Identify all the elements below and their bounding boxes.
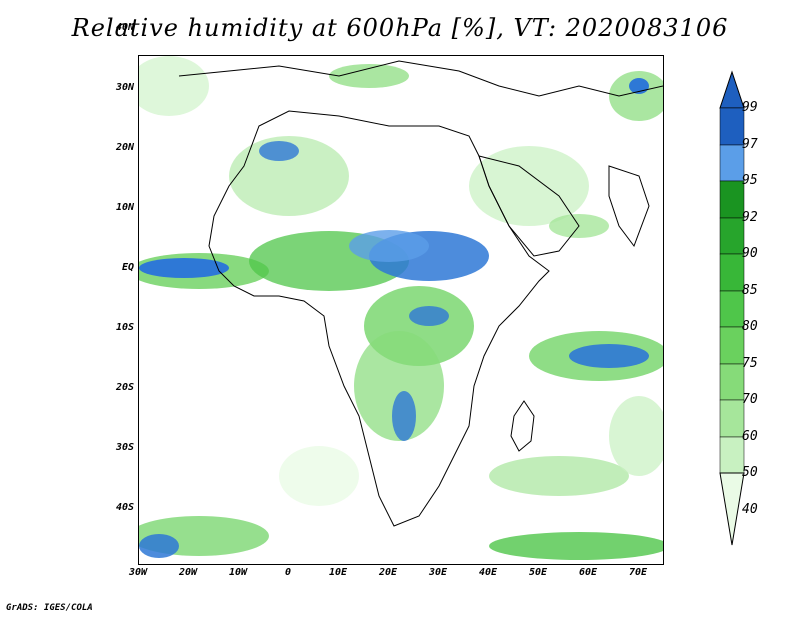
- lon-tick: 30W: [128, 567, 148, 578]
- colorbar-bin: [719, 436, 745, 474]
- africa-coastline: [208, 110, 550, 527]
- lon-tick: 10W: [228, 567, 248, 578]
- chart-title: Relative humidity at 600hPa [%], VT: 202…: [71, 14, 729, 42]
- colorbar-bin: [719, 107, 745, 146]
- madagascar-outline: [510, 400, 535, 452]
- colorbar-label: 60: [742, 429, 758, 444]
- lon-tick: 50E: [528, 567, 548, 578]
- lat-tick: 10N: [115, 202, 134, 213]
- colorbar-label: 80: [742, 319, 758, 334]
- colorbar-bin: [719, 290, 745, 328]
- lat-tick: 20S: [115, 382, 134, 393]
- lon-tick: 0: [284, 567, 292, 578]
- colorbar-label: 70: [742, 392, 758, 407]
- map-panel: [138, 55, 664, 565]
- colorbar-bin: [719, 363, 745, 401]
- colorbar-label: 40: [742, 502, 758, 517]
- humidity-map: [139, 56, 663, 560]
- colorbar-label: 90: [742, 246, 758, 261]
- credit-text: GrADS: IGES/COLA: [6, 603, 93, 613]
- lat-tick: 20N: [115, 142, 134, 153]
- lat-tick: 30N: [115, 82, 134, 93]
- europe-coast: [178, 60, 663, 97]
- lat-tick: EQ: [121, 262, 134, 273]
- colorbar-bottom-arrow: [719, 472, 745, 546]
- colorbar-bin: [719, 217, 745, 255]
- lon-tick: 70E: [628, 567, 648, 578]
- colorbar-label: 95: [742, 173, 758, 188]
- arabia-outline: [478, 155, 580, 257]
- colorbar-label: 75: [742, 356, 758, 371]
- lon-tick: 60E: [578, 567, 598, 578]
- lon-tick: 20W: [178, 567, 198, 578]
- colorbar-bin: [719, 326, 745, 365]
- lon-tick: 40E: [478, 567, 498, 578]
- lon-tick: 20E: [378, 567, 398, 578]
- lon-tick: 10E: [328, 567, 348, 578]
- colorbar-bin: [719, 399, 745, 438]
- colorbar-bin: [719, 144, 745, 182]
- lat-tick: 40S: [115, 502, 134, 513]
- lat-tick: 30S: [115, 442, 134, 453]
- lat-tick: 10S: [115, 322, 134, 333]
- colorbar-bin: [719, 253, 745, 292]
- colorbar: [719, 70, 745, 546]
- colorbar-bin: [719, 180, 745, 219]
- humidity-shading: [139, 56, 663, 560]
- lat-tick: 40N: [115, 22, 134, 33]
- colorbar-label: 97: [742, 137, 758, 152]
- colorbar-label: 50: [742, 465, 758, 480]
- colorbar-label: 85: [742, 283, 758, 298]
- india-outline: [608, 165, 650, 248]
- lon-tick: 30E: [428, 567, 448, 578]
- colorbar-label: 99: [742, 100, 758, 115]
- colorbar-label: 92: [742, 210, 758, 225]
- colorbar-top-arrow: [719, 70, 745, 109]
